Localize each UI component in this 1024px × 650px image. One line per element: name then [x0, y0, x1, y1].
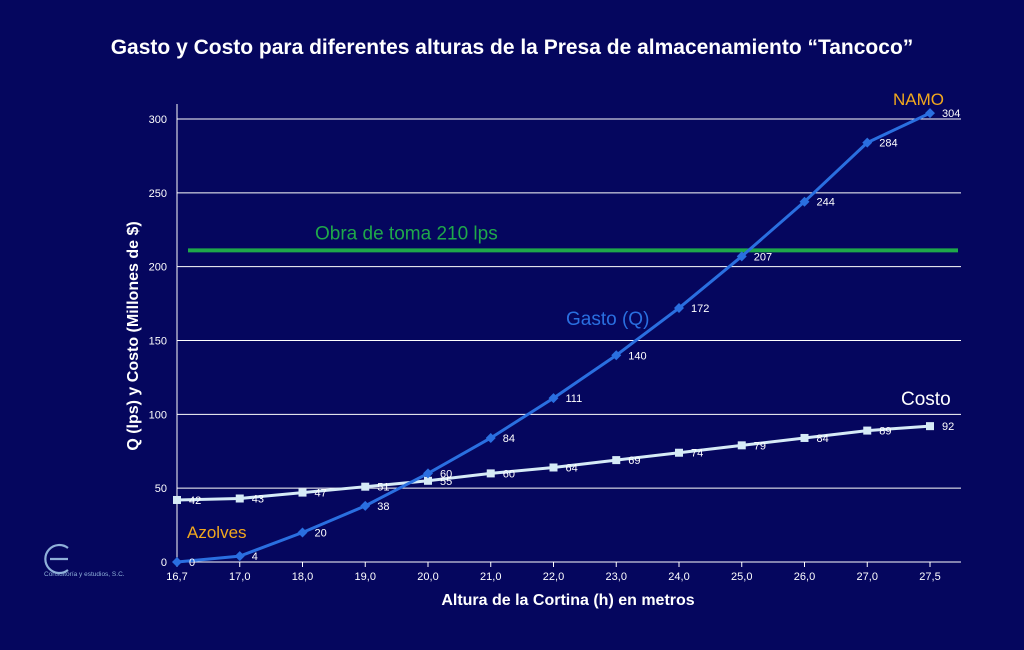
costo-data-label: 79 — [754, 440, 766, 452]
costo-data-label: 43 — [252, 494, 264, 506]
costo-data-label: 74 — [691, 448, 703, 460]
costo-point — [173, 495, 181, 504]
x-tick-label: 27,5 — [919, 571, 940, 583]
gasto-point — [925, 108, 935, 119]
y-axis-label: Q (lps) y Costo (Millones de $) — [125, 221, 142, 450]
y-tick-label: 150 — [149, 336, 167, 348]
x-tick-label: 19,0 — [355, 571, 376, 583]
gasto-data-label: 38 — [377, 501, 389, 513]
costo-point — [298, 488, 307, 497]
gasto-point — [799, 196, 810, 207]
annotation-gasto-q: Gasto (Q) — [566, 309, 649, 330]
costo-data-label: 69 — [628, 455, 640, 467]
logo-icon — [44, 543, 69, 575]
gasto-point — [297, 527, 308, 538]
x-tick-label: 16,7 — [166, 571, 187, 583]
gasto-point — [234, 551, 245, 562]
logo-text: Consultoría y estudios, S.C. — [44, 571, 125, 578]
costo-point — [486, 469, 495, 478]
costo-point — [926, 422, 934, 431]
costo-point — [737, 441, 746, 450]
x-tick-label: 21,0 — [480, 571, 501, 583]
y-tick-label: 100 — [149, 409, 167, 421]
annotations-group: NAMO Gasto (Q) Costo Azolves — [187, 90, 951, 542]
costo-point — [863, 426, 872, 435]
gasto-data-label: 60 — [440, 468, 452, 480]
gasto-data-label: 0 — [189, 557, 195, 569]
gasto-data-label: 111 — [566, 393, 583, 405]
y-tick-label: 50 — [155, 483, 167, 495]
y-tick-label: 250 — [149, 188, 167, 200]
x-tick-label: 20,0 — [417, 571, 438, 583]
annotation-costo: Costo — [901, 389, 951, 410]
costo-point — [675, 448, 683, 457]
gasto-point — [485, 432, 496, 443]
x-tick-label: 22,0 — [543, 571, 564, 583]
gasto-point — [423, 468, 433, 479]
reference-line-label: Obra de toma 210 lps — [315, 223, 498, 244]
gasto-point — [611, 350, 622, 361]
costo-data-label: 51 — [377, 482, 389, 494]
costo-point — [549, 463, 558, 472]
costo-point — [361, 482, 370, 491]
y-tick-label: 300 — [149, 114, 167, 126]
gasto-point — [674, 303, 684, 314]
gasto-data-label: 284 — [879, 138, 897, 150]
costo-data-label: 92 — [942, 421, 954, 433]
costo-point — [800, 433, 809, 442]
x-tick-label: 27,0 — [857, 571, 878, 583]
x-tick-label: 23,0 — [606, 571, 627, 583]
annotation-azolves: Azolves — [187, 523, 247, 542]
y-tick-label: 0 — [161, 557, 167, 569]
costo-data-label: 89 — [879, 426, 891, 438]
costo-point — [235, 494, 244, 503]
gasto-point — [172, 557, 182, 567]
gasto-data-label: 140 — [628, 350, 646, 362]
costo-data-label: 55 — [440, 476, 452, 488]
y-tick-label: 200 — [149, 262, 167, 274]
x-tick-label: 18,0 — [292, 571, 313, 583]
gasto-point — [736, 251, 747, 262]
x-tick-label: 25,0 — [731, 571, 752, 583]
reference-line-group: Obra de toma 210 lps — [188, 223, 958, 253]
x-tick-label: 26,0 — [794, 571, 815, 583]
x-axis-label: Altura de la Cortina (h) en metros — [441, 592, 694, 609]
costo-data-label: 84 — [817, 433, 829, 445]
x-tick-label: 17,0 — [229, 571, 250, 583]
costo-data-label: 47 — [315, 488, 327, 500]
costo-point — [424, 476, 432, 485]
x-tick-label: 24,0 — [668, 571, 689, 583]
annotation-namo: NAMO — [893, 90, 944, 109]
gasto-point — [548, 393, 559, 404]
costo-data-label: 60 — [503, 468, 515, 480]
gasto-data-label: 172 — [691, 303, 709, 315]
gasto-data-label: 4 — [252, 551, 258, 563]
gasto-point — [862, 137, 873, 148]
gasto-data-label: 20 — [315, 527, 327, 539]
chart-title: Gasto y Costo para diferentes alturas de… — [110, 36, 914, 59]
grid-lines — [177, 118, 961, 489]
gasto-point — [360, 500, 371, 511]
gasto-data-label: 84 — [503, 433, 515, 445]
costo-data-label: 42 — [189, 495, 201, 507]
gasto-data-label: 207 — [754, 251, 772, 263]
costo-data-label: 64 — [566, 462, 578, 474]
gasto-data-label: 304 — [942, 108, 960, 120]
gasto-data-label: 244 — [817, 197, 835, 209]
costo-point — [612, 456, 621, 465]
